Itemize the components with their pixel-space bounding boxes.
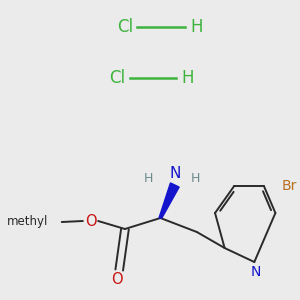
Text: Cl: Cl [117, 18, 133, 36]
Text: H: H [190, 18, 203, 36]
Text: Cl: Cl [109, 69, 125, 87]
Text: N: N [251, 265, 261, 279]
Text: O: O [112, 272, 123, 287]
Text: H: H [144, 172, 154, 184]
Text: methyl: methyl [7, 215, 48, 229]
Text: N: N [169, 166, 181, 181]
Text: O: O [85, 214, 96, 229]
Text: H: H [181, 69, 194, 87]
Text: H: H [191, 172, 201, 184]
Text: Br: Br [281, 179, 296, 193]
Polygon shape [159, 183, 179, 218]
